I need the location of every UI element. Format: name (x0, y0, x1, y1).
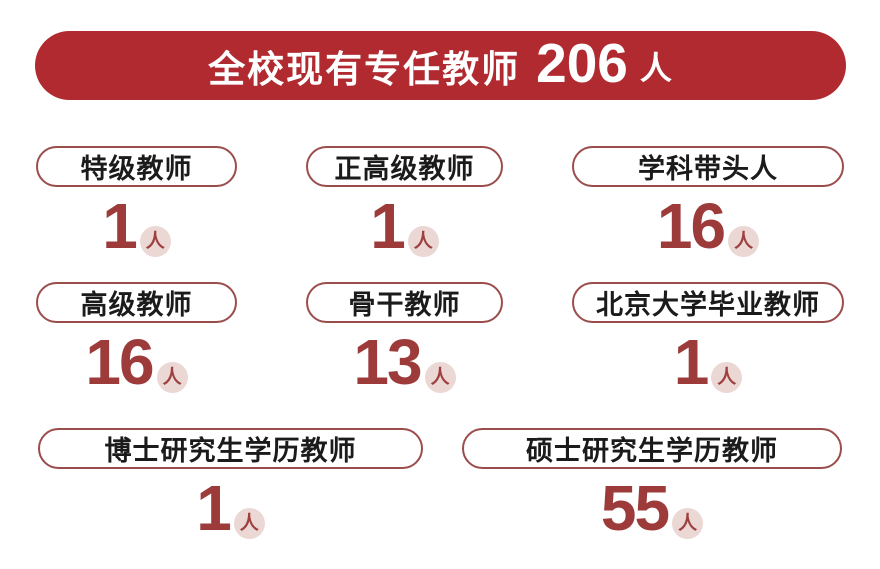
stat-label: 硕士研究生学历教师 (526, 436, 778, 466)
stat-card-master-degree-teacher: 硕士研究生学历教师 55 人 (462, 428, 842, 544)
stat-count-line: 16 人 (85, 325, 188, 398)
stat-count-line: 1 人 (102, 189, 171, 262)
person-badge-icon: 人 (156, 362, 188, 393)
stat-pill-senior-teacher: 高级教师 (36, 282, 237, 323)
person-badge-icon: 人 (139, 226, 171, 257)
stat-count: 16 (656, 189, 726, 262)
person-icon: 人 (239, 513, 259, 534)
stat-count: 13 (353, 325, 422, 398)
person-icon: 人 (145, 231, 165, 252)
stat-card-peking-university-graduate: 北京大学毕业教师 1 人 (572, 282, 844, 398)
stat-label: 高级教师 (80, 290, 193, 320)
person-icon: 人 (734, 231, 754, 252)
stat-card-special-grade-teacher: 特级教师 1 人 (36, 146, 237, 262)
stat-count-line: 13 人 (353, 325, 456, 398)
person-icon: 人 (162, 367, 182, 388)
stat-pill-peking-university-graduate: 北京大学毕业教师 (572, 282, 844, 323)
stats-row-3: 博士研究生学历教师 1 人 硕士研究生学历教师 55 人 (0, 428, 880, 544)
stat-card-backbone-teacher: 骨干教师 13 人 (306, 282, 503, 398)
person-icon: 人 (430, 367, 450, 388)
stat-label: 北京大学毕业教师 (596, 290, 820, 320)
stat-card-subject-leader: 学科带头人 16 人 (572, 146, 844, 262)
stat-label: 博士研究生学历教师 (104, 436, 357, 466)
stat-pill-subject-leader: 学科带头人 (572, 146, 844, 187)
stat-count-line: 1 人 (673, 325, 743, 398)
stat-count-line: 55 人 (600, 471, 704, 544)
person-icon: 人 (717, 367, 737, 388)
stat-pill-backbone-teacher: 骨干教师 (306, 282, 503, 323)
stat-pill-doctoral-degree-teacher: 博士研究生学历教师 (38, 428, 423, 469)
stat-pill-master-degree-teacher: 硕士研究生学历教师 (462, 428, 842, 469)
stat-count-line: 1 人 (370, 189, 439, 262)
stat-count: 1 (102, 189, 138, 262)
stat-count: 55 (600, 471, 670, 544)
stats-row-1: 特级教师 1 人 正高级教师 1 人 学科带头人 (0, 146, 880, 262)
stat-count: 1 (370, 189, 406, 262)
stat-count-line: 16 人 (656, 189, 760, 262)
person-icon: 人 (413, 231, 433, 252)
stat-card-full-senior-teacher: 正高级教师 1 人 (306, 146, 503, 262)
banner-title: 全校现有专任教师 (208, 48, 521, 90)
total-teachers-banner: 全校现有专任教师 206 人 (34, 31, 846, 100)
banner-unit-label: 人 (639, 49, 672, 86)
person-badge-icon: 人 (672, 508, 704, 539)
person-badge-icon: 人 (728, 226, 760, 257)
stat-label: 特级教师 (80, 154, 193, 184)
stat-label: 正高级教师 (334, 154, 475, 184)
stat-count: 1 (196, 471, 232, 544)
banner-total-count: 206 (536, 32, 628, 94)
stat-pill-special-grade-teacher: 特级教师 (36, 146, 237, 187)
person-badge-icon: 人 (711, 362, 743, 393)
stat-count: 16 (85, 325, 154, 398)
stat-count-line: 1 人 (196, 471, 265, 544)
person-badge-icon: 人 (424, 362, 456, 393)
person-icon: 人 (678, 513, 698, 534)
stat-card-doctoral-degree-teacher: 博士研究生学历教师 1 人 (38, 428, 423, 544)
stat-label: 骨干教师 (348, 290, 461, 320)
stat-card-senior-teacher: 高级教师 16 人 (36, 282, 237, 398)
stats-row-2: 高级教师 16 人 骨干教师 13 人 北京大学毕业教师 (0, 282, 880, 398)
stat-label: 学科带头人 (638, 154, 778, 184)
person-badge-icon: 人 (233, 508, 265, 539)
stat-pill-full-senior-teacher: 正高级教师 (306, 146, 503, 187)
stat-count: 1 (673, 325, 710, 398)
person-badge-icon: 人 (407, 226, 439, 257)
